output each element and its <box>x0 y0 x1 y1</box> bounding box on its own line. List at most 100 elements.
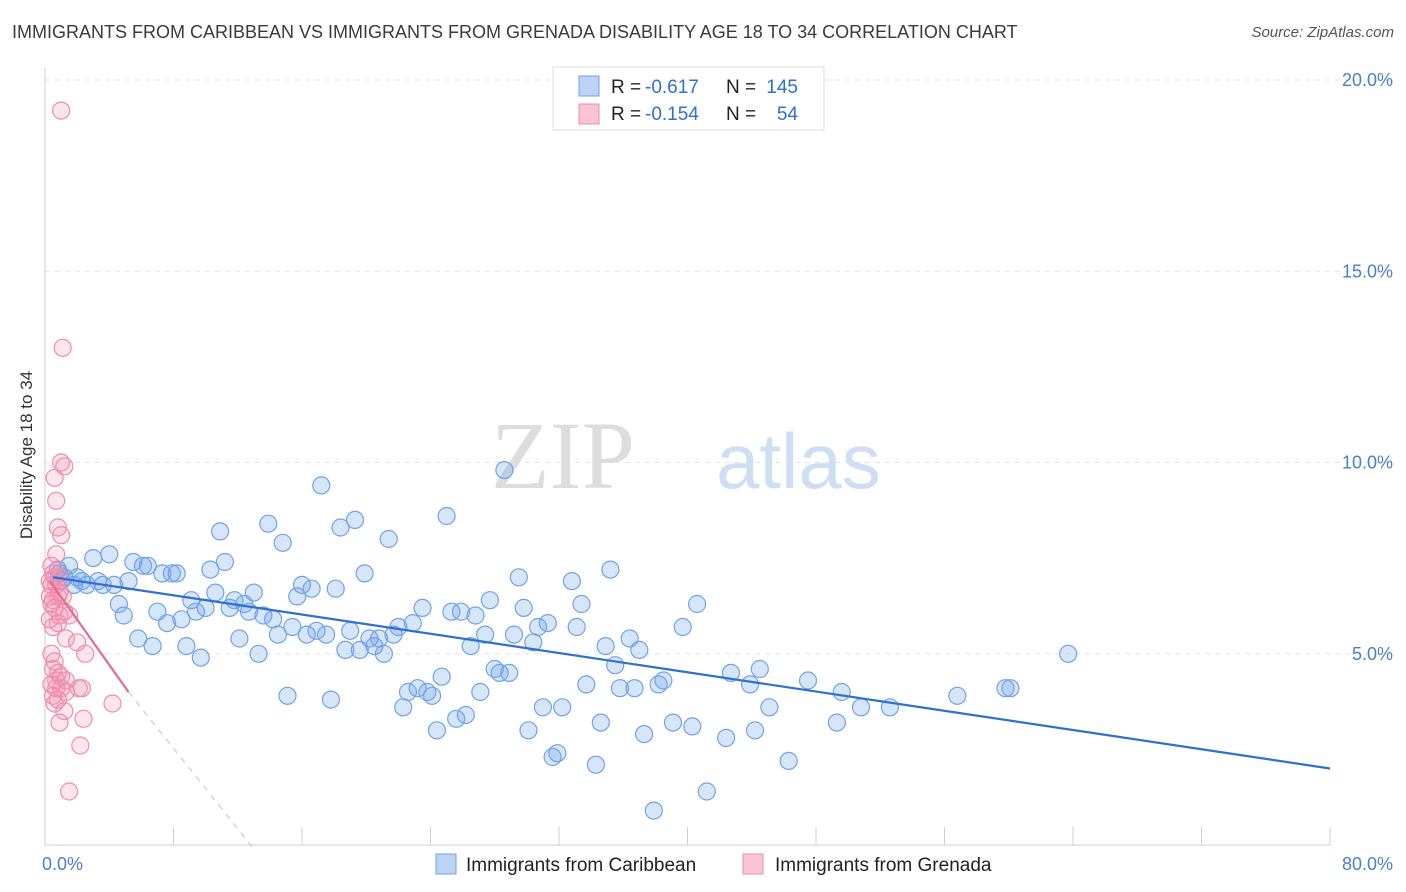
stats-legend-n-value-caribbean: 145 <box>766 77 798 98</box>
data-point <box>191 648 210 667</box>
stats-legend: R = -0.617 N = 145 R = -0.154 N = 54 <box>552 66 825 131</box>
data-point <box>687 594 707 614</box>
trend-extension-grenada <box>128 691 255 850</box>
data-point <box>273 533 292 552</box>
data-point <box>143 636 162 656</box>
data-point <box>172 610 191 629</box>
chart-title: IMMIGRANTS FROM CARIBBEAN VS IMMIGRANTS … <box>12 22 1018 42</box>
data-point <box>158 613 177 633</box>
data-point <box>50 713 69 732</box>
data-point <box>533 698 553 717</box>
data-point <box>596 636 615 656</box>
data-point <box>519 721 538 740</box>
data-point <box>74 709 93 728</box>
data-point <box>779 751 798 771</box>
data-point <box>336 640 355 660</box>
data-point <box>553 698 572 717</box>
data-point <box>760 698 779 717</box>
data-point <box>84 548 103 568</box>
data-point <box>201 560 220 579</box>
data-point <box>53 338 72 357</box>
data-point <box>591 713 610 732</box>
data-point <box>254 606 273 625</box>
data-point <box>437 506 456 526</box>
watermark: ZIP atlas <box>491 402 881 509</box>
grid <box>45 79 1392 655</box>
data-point <box>76 644 95 663</box>
data-point <box>109 594 129 614</box>
data-point <box>427 721 446 740</box>
y-tick-label: 15.0% <box>1342 261 1393 281</box>
data-point <box>114 606 133 625</box>
data-point <box>606 656 625 675</box>
data-point <box>45 652 64 671</box>
legend-swatch-caribbean <box>435 853 457 875</box>
data-point <box>244 583 263 602</box>
data-point <box>59 782 79 801</box>
data-point <box>504 625 524 644</box>
chart-source: Source: ZipAtlas.com <box>1251 24 1394 41</box>
data-point <box>577 675 596 694</box>
data-point <box>798 671 818 690</box>
data-point <box>283 617 302 637</box>
x-tick-labels: 0.0% 80.0% <box>42 854 1393 874</box>
data-point <box>697 782 716 801</box>
trend-line-grenada <box>48 580 130 693</box>
data-point <box>1059 644 1078 663</box>
data-point <box>625 679 644 698</box>
data-point <box>55 701 74 721</box>
data-point <box>47 671 66 690</box>
data-point <box>71 736 90 755</box>
legend-label-grenada: Immigrants from Grenada <box>775 855 992 876</box>
data-point <box>663 713 683 732</box>
stats-legend-swatch-grenada <box>578 103 600 125</box>
trend-lines <box>48 576 1331 850</box>
data-point <box>948 686 967 705</box>
stats-legend-swatch-caribbean <box>578 75 600 97</box>
data-point <box>292 575 312 595</box>
data-point <box>124 552 143 572</box>
data-point <box>447 709 466 728</box>
data-point <box>100 545 119 564</box>
data-point <box>500 663 519 683</box>
watermark-atlas: atlas <box>716 417 881 505</box>
data-point <box>215 552 234 572</box>
data-point <box>321 690 340 709</box>
data-point <box>495 461 514 480</box>
series-legend: Immigrants from Caribbean Immigrants fro… <box>435 853 992 876</box>
data-point <box>567 617 586 637</box>
data-point <box>490 663 509 683</box>
data-point <box>442 602 461 621</box>
data-point <box>461 636 480 656</box>
x-tick-label-max: 80.0% <box>1342 854 1393 874</box>
data-point <box>288 587 307 606</box>
trend-line-caribbean <box>52 576 1331 770</box>
data-point <box>374 644 393 663</box>
stats-legend-r-value-caribbean: -0.617 <box>645 77 699 98</box>
data-point <box>528 617 548 637</box>
data-point <box>654 671 673 690</box>
data-point <box>996 679 1015 698</box>
data-point <box>278 686 297 705</box>
data-point <box>51 526 71 545</box>
data-point <box>394 698 413 717</box>
data-point <box>103 694 122 713</box>
data-point <box>47 545 66 564</box>
data-point <box>548 744 567 763</box>
data-point <box>423 686 442 705</box>
data-point <box>480 591 499 610</box>
data-point <box>572 594 591 614</box>
data-point <box>341 621 360 640</box>
x-tick-label-min: 0.0% <box>42 854 83 874</box>
data-point <box>451 602 471 621</box>
data-point <box>153 564 172 583</box>
data-point <box>268 625 287 644</box>
axes <box>44 68 1331 846</box>
data-point <box>72 679 92 698</box>
y-tick-label: 5.0% <box>1352 644 1393 664</box>
data-point <box>745 721 765 740</box>
data-point <box>851 698 871 717</box>
data-point <box>133 556 153 575</box>
data-point <box>264 610 283 629</box>
